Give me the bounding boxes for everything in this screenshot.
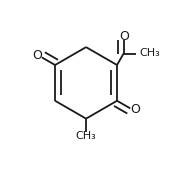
Text: CH₃: CH₃ <box>140 48 160 58</box>
Text: O: O <box>130 103 140 116</box>
Text: O: O <box>32 49 42 62</box>
Text: O: O <box>119 30 129 44</box>
Text: CH₃: CH₃ <box>76 131 97 141</box>
